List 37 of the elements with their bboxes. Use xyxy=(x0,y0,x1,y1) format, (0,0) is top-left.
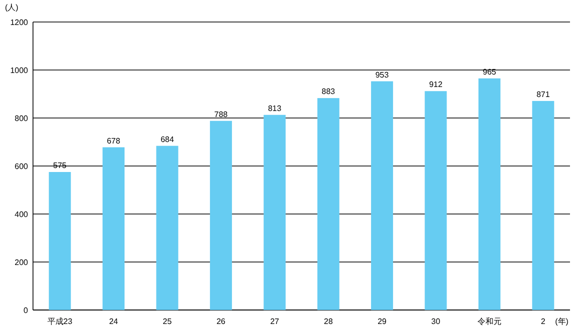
bar xyxy=(48,172,71,310)
x-tick-label: 30 xyxy=(431,317,441,326)
x-tick-label: 24 xyxy=(109,317,119,326)
y-tick-label: 200 xyxy=(14,258,29,267)
data-label: 953 xyxy=(375,70,390,80)
x-axis-title: (年) xyxy=(555,317,569,326)
bar xyxy=(317,98,340,310)
x-tick-label: 25 xyxy=(162,317,172,326)
x-tick-label: 2 xyxy=(540,317,546,326)
x-tick-label: 29 xyxy=(378,317,388,326)
y-tick-label: 600 xyxy=(14,162,29,171)
x-tick-label: 28 xyxy=(324,317,334,326)
data-label: 883 xyxy=(322,87,336,96)
y-tick-label: 0 xyxy=(24,306,29,315)
data-label: 813 xyxy=(268,104,282,113)
bar xyxy=(478,78,500,310)
x-tick-label: 令和元 xyxy=(477,317,502,326)
data-label: 678 xyxy=(106,136,121,146)
bar xyxy=(532,100,554,310)
data-label: 912 xyxy=(429,80,443,90)
bar xyxy=(102,147,125,310)
y-tick-label: 400 xyxy=(14,210,29,219)
bar xyxy=(371,81,394,310)
bar xyxy=(210,120,232,310)
y-axis-title: (人) xyxy=(5,3,19,12)
y-tick-label: 1000 xyxy=(10,66,29,75)
y-tick-label: 800 xyxy=(14,114,29,123)
data-label: 871 xyxy=(536,90,550,99)
x-tick-label: 27 xyxy=(270,317,280,326)
x-tick-label: 26 xyxy=(216,317,226,326)
bar xyxy=(424,91,447,310)
y-tick-label: 1200 xyxy=(10,18,29,27)
bar xyxy=(264,114,286,310)
data-label: 788 xyxy=(214,110,228,119)
data-label: 684 xyxy=(160,134,174,144)
x-tick-label: 平成23 xyxy=(47,317,73,326)
bar xyxy=(156,146,178,310)
